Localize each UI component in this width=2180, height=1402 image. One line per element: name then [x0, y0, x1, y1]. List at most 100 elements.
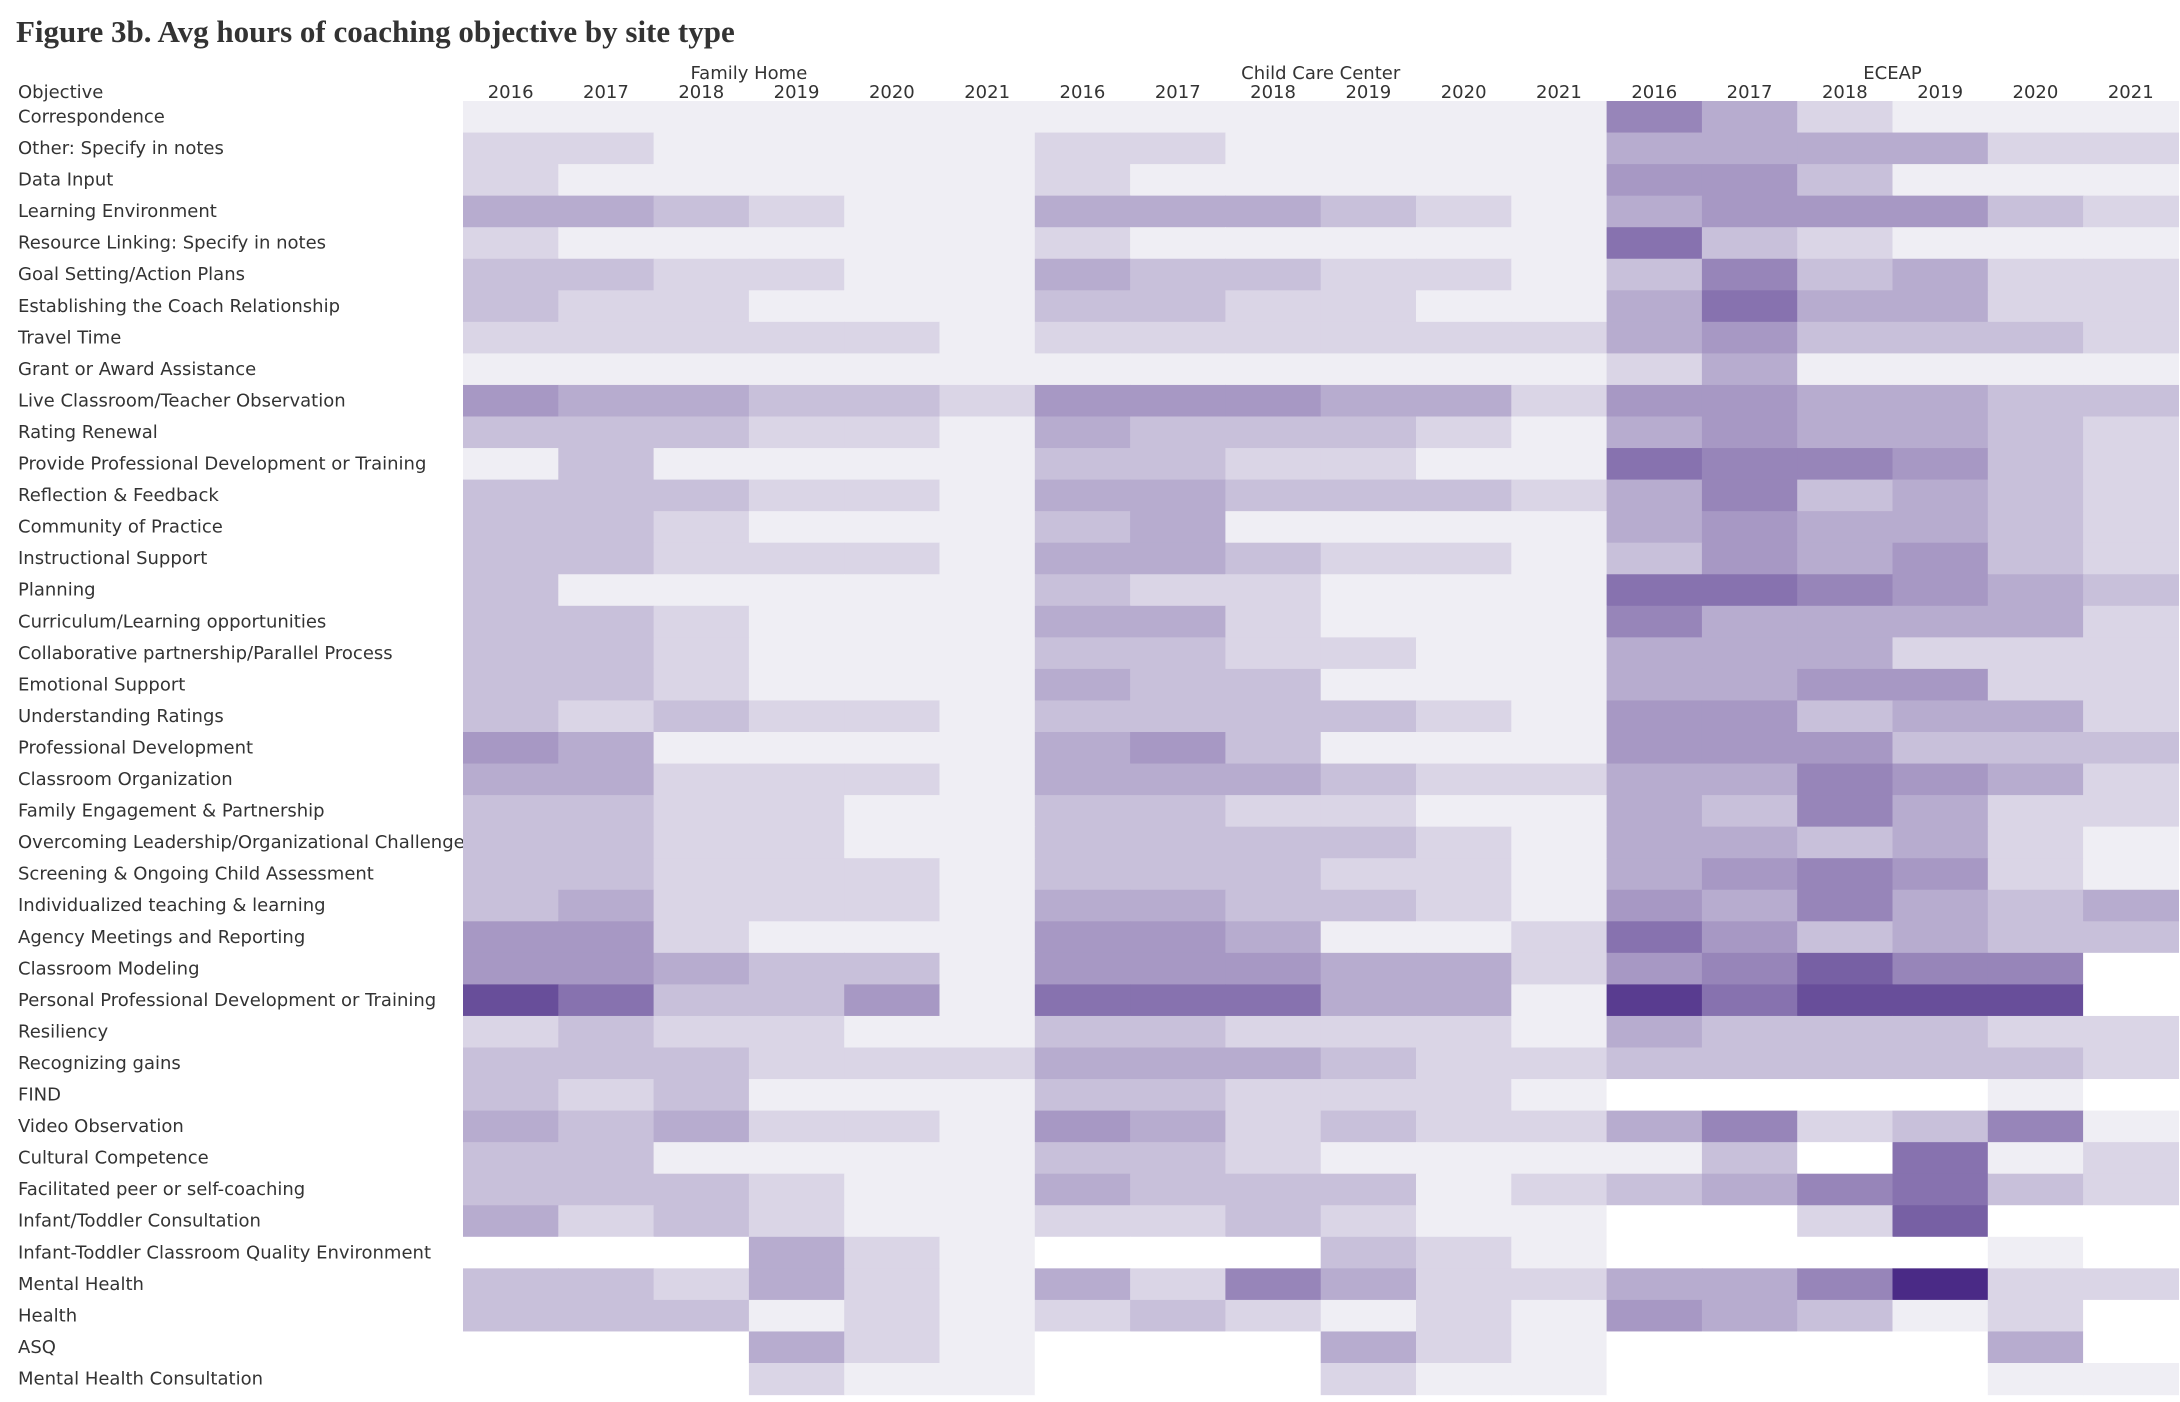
heatmap-cell: [1225, 1142, 1322, 1175]
heatmap-cell: [1892, 511, 1989, 544]
heatmap-cell: [1987, 542, 2084, 575]
heatmap-cell: [1416, 195, 1512, 228]
heatmap-cell: [1416, 668, 1512, 702]
heatmap-cell: [463, 479, 559, 512]
heatmap-cell: [558, 101, 655, 134]
heatmap-cell: [939, 195, 1036, 228]
heatmap-cell: [844, 290, 941, 323]
heatmap-cell: [558, 1079, 655, 1112]
heatmap-cell: [653, 384, 750, 418]
heatmap-cell: [1511, 101, 1608, 134]
heatmap-cell: [1701, 574, 1798, 607]
heatmap-cell: [1701, 889, 1798, 922]
heatmap-cell: [1034, 732, 1131, 765]
heatmap-cell: [1987, 1015, 2084, 1049]
heatmap-cell: [463, 795, 559, 828]
heatmap-cell: [2083, 416, 2179, 449]
heatmap-cell: [1320, 1110, 1417, 1143]
heatmap-cell: [1701, 321, 1798, 354]
year-label: 2017: [1155, 82, 1201, 103]
heatmap-cell: [1034, 164, 1131, 197]
heatmap-cell: [1987, 1079, 2084, 1112]
heatmap-cell: [1225, 416, 1322, 449]
heatmap-cell: [653, 574, 750, 607]
heatmap-cell: [1987, 668, 2084, 702]
heatmap-cell: [939, 132, 1036, 165]
heatmap-cell: [1987, 511, 2084, 544]
objective-label: Family Engagement & Partnership: [18, 801, 325, 822]
heatmap-cell: [1130, 1331, 1226, 1364]
objective-label: Rating Renewal: [18, 422, 158, 443]
objective-label: Correspondence: [18, 106, 165, 127]
heatmap-cell: [1416, 1236, 1512, 1269]
heatmap-cell: [1606, 101, 1703, 134]
objective-label: Resiliency: [18, 1021, 109, 1042]
heatmap-cell: [463, 1047, 559, 1080]
heatmap-cell: [653, 164, 750, 197]
heatmap-cell: [1511, 984, 1608, 1017]
heatmap-cell: [1416, 1205, 1512, 1238]
heatmap-cell: [748, 384, 845, 418]
heatmap-cell: [748, 1205, 845, 1238]
heatmap-cell: [939, 511, 1036, 544]
heatmap-cell: [748, 448, 845, 481]
heatmap-cell: [1225, 384, 1322, 418]
heatmap-cell: [1034, 384, 1131, 418]
heatmap-cell: [1320, 227, 1417, 260]
heatmap-cell: [1987, 1205, 2084, 1238]
heatmap-cell: [1225, 258, 1322, 291]
heatmap-cell: [1320, 1173, 1417, 1206]
heatmap-cell: [463, 1268, 559, 1301]
heatmap-cell: [1225, 984, 1322, 1017]
year-label: 2016: [1631, 82, 1677, 103]
heatmap-cell: [1511, 1236, 1608, 1269]
heatmap-cell: [558, 1268, 655, 1301]
heatmap-cell: [1225, 605, 1322, 638]
heatmap-cell: [748, 952, 845, 985]
heatmap-cell: [1130, 1110, 1226, 1143]
heatmap-cell: [1797, 1268, 1894, 1301]
heatmap-cell: [653, 1205, 750, 1238]
heatmap-cell: [2083, 258, 2179, 291]
heatmap-cell: [748, 258, 845, 291]
objective-label: Travel Time: [17, 327, 121, 348]
objective-label: Health: [18, 1305, 77, 1326]
heatmap-cell: [844, 384, 941, 418]
heatmap-cell: [463, 952, 559, 985]
heatmap-cell: [1701, 1363, 1798, 1396]
heatmap-cell: [844, 164, 941, 197]
heatmap-cell: [844, 227, 941, 260]
heatmap-cell: [1606, 637, 1703, 670]
heatmap-cell: [463, 605, 559, 638]
heatmap-cell: [844, 101, 941, 134]
heatmap-cell: [1987, 921, 2084, 954]
heatmap-cell: [1701, 858, 1798, 891]
heatmap-cell: [748, 1079, 845, 1112]
heatmap-cell: [1701, 164, 1798, 197]
heatmap-cell: [748, 1236, 845, 1269]
heatmap-cell: [2083, 448, 2179, 481]
heatmap-cell: [939, 574, 1036, 607]
heatmap-cell: [463, 258, 559, 291]
heatmap-cell: [844, 448, 941, 481]
heatmap-cell: [1320, 732, 1417, 765]
heatmap-cell: [1797, 1299, 1894, 1333]
objective-label: Live Classroom/Teacher Observation: [18, 390, 346, 411]
heatmap-cell: [653, 1142, 750, 1175]
heatmap-cell: [1130, 258, 1226, 291]
year-label: 2019: [1917, 82, 1963, 103]
heatmap-cell: [1797, 763, 1894, 796]
year-label: 2017: [583, 82, 629, 103]
heatmap-cell: [1130, 826, 1226, 859]
heatmap-cell: [844, 479, 941, 512]
heatmap-cell: [1606, 321, 1703, 354]
heatmap-cell: [1606, 384, 1703, 418]
heatmap-cell: [2083, 132, 2179, 165]
heatmap-cell: [1034, 858, 1131, 891]
heatmap-cell: [1987, 321, 2084, 354]
heatmap-cell: [1987, 1299, 2084, 1333]
heatmap-cell: [1416, 132, 1512, 165]
heatmap-cell: [844, 195, 941, 228]
heatmap-cell: [653, 448, 750, 481]
heatmap-cell: [1892, 290, 1989, 323]
